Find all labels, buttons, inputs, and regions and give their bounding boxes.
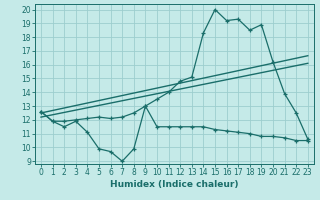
X-axis label: Humidex (Indice chaleur): Humidex (Indice chaleur) xyxy=(110,180,239,189)
